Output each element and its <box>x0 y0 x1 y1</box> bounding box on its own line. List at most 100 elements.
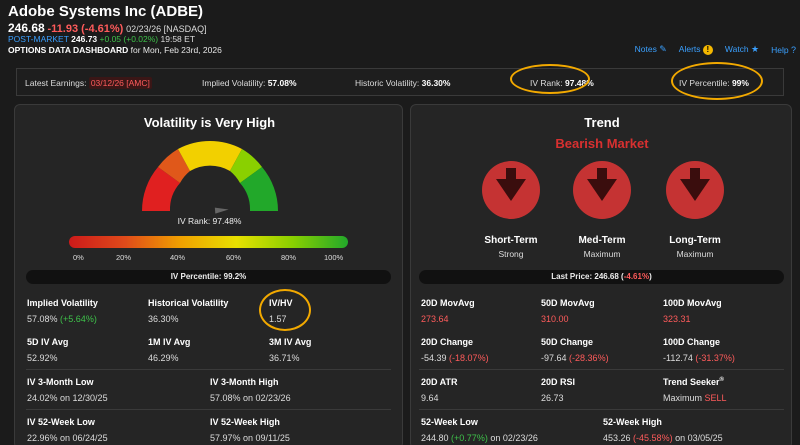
change-pct: (-18.07%) <box>449 353 489 363</box>
metric-value: 52.92% <box>27 353 58 363</box>
last-price-bar: Last Price: 246.68 (-4.61%) <box>419 270 784 284</box>
tick-40: 40% <box>170 253 186 262</box>
metric-label: 100D MovAvg <box>663 298 722 308</box>
metric-value: 57.08% on 02/23/26 <box>210 393 291 403</box>
iv-percentile-bar: IV Percentile: 99.2% <box>26 270 391 284</box>
metric-label: 52-Week Low <box>421 417 478 427</box>
long-term-strength: Maximum <box>676 249 714 259</box>
gauge-seg-yellow <box>178 141 242 171</box>
med-term-strength: Maximum <box>583 249 621 259</box>
hv-label: Historic Volatility: <box>355 78 420 88</box>
stats-bar: Latest Earnings: 03/12/26 [AMC] Implied … <box>16 68 784 96</box>
iv-gradient-bar <box>69 236 348 248</box>
notes-link[interactable]: Notes ✎ <box>635 44 667 55</box>
metric-value: 57.08% (+5.64%) <box>27 314 97 324</box>
med-term-down-arrow-icon <box>573 161 631 219</box>
metric-label: 1M IV Avg <box>148 337 191 347</box>
iv-value: 57.08% <box>267 78 297 88</box>
notes-label: Notes <box>634 44 657 54</box>
registered-mark: ® <box>719 377 724 383</box>
divider <box>419 409 784 410</box>
change-value: -97.64 <box>541 353 567 363</box>
iv-label: Implied Volatility: <box>202 78 266 88</box>
tick-0: 0% <box>73 253 84 262</box>
earnings-label: Latest Earnings: <box>25 78 87 88</box>
metric-label: 3M IV Avg <box>269 337 312 347</box>
change-value: -112.74 <box>663 353 693 363</box>
highlight-circle-iv-hv <box>259 289 311 331</box>
high-date: on 03/05/25 <box>672 433 723 443</box>
latest-earnings: Latest Earnings: 03/12/26 [AMC] <box>25 77 152 89</box>
metric-value: 453.26 (-45.58%) on 03/05/25 <box>603 433 723 443</box>
change-pct: (-28.36%) <box>569 353 609 363</box>
metric-value: -54.39 (-18.07%) <box>421 353 489 363</box>
metric-label: 52-Week High <box>603 417 662 427</box>
gauge-seg-orange <box>158 149 190 183</box>
dashboard-line: OPTIONS DATA DASHBOARD for Mon, Feb 23rd… <box>8 45 222 55</box>
metric-label: Implied Volatility <box>27 298 98 308</box>
short-term-label: Short-Term <box>484 235 538 246</box>
last-price: 246.68 <box>8 21 45 35</box>
metric-label: IV 52-Week High <box>210 417 280 427</box>
divider <box>26 409 391 410</box>
trend-seeker-label[interactable]: Trend Seeker® <box>663 377 724 387</box>
iv-metric-value: 57.08% <box>27 314 58 324</box>
metric-value: 22.96% on 06/24/25 <box>27 433 108 443</box>
trend-seeker-value: Maximum <box>663 393 703 403</box>
high-value: 453.26 <box>603 433 631 443</box>
short-term-strength: Strong <box>498 249 524 259</box>
metric-label: 50D MovAvg <box>541 298 595 308</box>
metric-label: 50D Change <box>541 337 594 347</box>
divider <box>419 369 784 370</box>
divider <box>26 369 391 370</box>
dashboard-title: OPTIONS DATA DASHBOARD <box>8 45 129 55</box>
alerts-link[interactable]: Alerts ! <box>679 44 713 55</box>
volatility-panel: Volatility is Very High IV Rank: 97.48% … <box>14 104 403 445</box>
long-term-down-arrow-icon <box>666 161 724 219</box>
metric-value: 46.29% <box>148 353 179 363</box>
metric-value: 9.64 <box>421 393 439 403</box>
watch-label: Watch <box>724 44 749 54</box>
price-change: -11.93 (-4.61%) <box>47 23 124 35</box>
metric-value: 24.02% on 12/30/25 <box>27 393 108 403</box>
watch-link[interactable]: Watch ★ <box>725 44 759 55</box>
metric-label: 100D Change <box>663 337 721 347</box>
low-date: on 02/23/26 <box>487 433 538 443</box>
star-icon: ★ <box>751 44 760 54</box>
metric-value: 36.71% <box>269 353 300 363</box>
post-market-label[interactable]: POST-MARKET <box>8 34 69 44</box>
metric-label: 20D Change <box>421 337 474 347</box>
trend-panel: Trend Bearish Market Short-Term Strong M… <box>410 104 792 445</box>
low-pct: (+0.77%) <box>451 433 488 443</box>
metric-value: -112.74 (-31.37%) <box>663 353 735 363</box>
long-term-label: Long-Term <box>669 235 721 246</box>
metric-label: 20D RSI <box>541 377 576 387</box>
help-icon: ? <box>790 44 796 55</box>
company-title: Adobe Systems Inc (ADBE) <box>8 3 204 20</box>
gauge-seg-green <box>240 167 279 211</box>
volatility-title: Volatility is Very High <box>143 115 276 130</box>
help-link[interactable]: Help ? <box>771 45 796 55</box>
high-pct: (-45.58%) <box>633 433 673 443</box>
last-price-close: ) <box>649 272 652 281</box>
price-line: 246.68 -11.93 (-4.61%) 02/23/26 [NASDAQ] <box>8 21 207 35</box>
trend-seeker-text: Trend Seeker <box>663 377 720 387</box>
post-market-change: +0.05 (+0.02%) <box>99 34 159 44</box>
metric-value: 323.31 <box>663 314 691 324</box>
trend-seeker-signal: SELL <box>704 393 727 403</box>
highlight-circle-iv-percentile <box>671 62 763 100</box>
metric-value: 273.64 <box>421 314 449 324</box>
trend-title: Trend <box>584 115 620 130</box>
date-exchange: 02/23/26 [NASDAQ] <box>126 24 207 34</box>
metric-value: 310.00 <box>541 314 569 324</box>
metric-label: 20D MovAvg <box>421 298 475 308</box>
metric-label: Historical Volatility <box>148 298 229 308</box>
metric-value: 36.30% <box>148 314 179 324</box>
last-price-label: Last Price: 246.68 ( <box>551 272 624 281</box>
metric-value: 26.73 <box>541 393 564 403</box>
hv-value: 36.30% <box>421 78 451 88</box>
metric-value: 57.97% on 09/11/25 <box>210 433 290 443</box>
tick-60: 60% <box>226 253 242 262</box>
med-term-label: Med-Term <box>578 235 626 246</box>
post-market-price: 246.73 <box>71 34 98 44</box>
